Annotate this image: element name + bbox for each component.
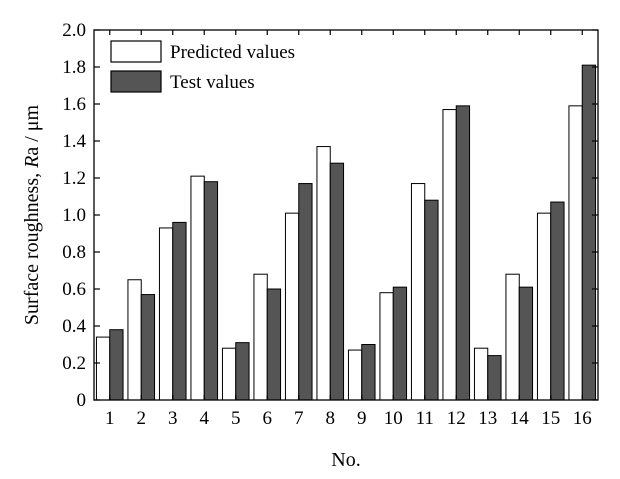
bar-test bbox=[361, 344, 376, 401]
y-tick-label: 1.8 bbox=[62, 57, 86, 78]
x-tick-label: 3 bbox=[168, 408, 178, 429]
x-tick-label: 7 bbox=[294, 408, 304, 429]
legend-swatch-predicted bbox=[110, 40, 162, 63]
y-axis-label-suffix: a / μm bbox=[21, 105, 43, 156]
bar-test bbox=[109, 329, 124, 401]
bar-predicted bbox=[316, 146, 331, 401]
bar-test bbox=[424, 199, 439, 401]
x-tick-label: 15 bbox=[541, 408, 560, 429]
bar-predicted bbox=[284, 212, 300, 401]
x-axis: 1 2 3 4 5 6 7 8 9 10 11 12 13 14 15 16 bbox=[105, 30, 592, 429]
x-tick-label: 5 bbox=[231, 408, 241, 429]
bar-test bbox=[172, 221, 187, 401]
x-tick-label: 12 bbox=[447, 408, 466, 429]
bar-predicted bbox=[410, 183, 426, 401]
x-tick-label: 6 bbox=[263, 408, 273, 429]
y-tick-label: 0.8 bbox=[62, 242, 86, 263]
legend-label-predicted: Predicted values bbox=[170, 42, 295, 63]
bar-predicted bbox=[253, 273, 268, 401]
bar-predicted bbox=[190, 175, 205, 401]
bar-predicted bbox=[568, 105, 583, 401]
y-tick-label: 0 bbox=[77, 390, 87, 411]
bar-test bbox=[550, 201, 565, 401]
bar-test bbox=[235, 342, 250, 401]
bar-predicted bbox=[95, 336, 111, 401]
y-axis-label-italic: R bbox=[21, 156, 43, 169]
bar-predicted bbox=[442, 109, 457, 401]
x-tick-label: 16 bbox=[573, 408, 592, 429]
y-tick-label: 1.0 bbox=[62, 205, 86, 226]
y-axis: 0 0.2 0.4 0.6 0.8 1.0 1.2 1.4 1.6 1.8 2.0 bbox=[62, 20, 598, 411]
y-tick-label: 1.6 bbox=[62, 94, 86, 115]
legend-label-test: Test values bbox=[170, 72, 255, 93]
legend: Predicted values Test values bbox=[110, 40, 295, 93]
bar-predicted bbox=[379, 292, 394, 401]
bar-test bbox=[581, 64, 597, 401]
y-tick-label: 2.0 bbox=[62, 20, 86, 41]
bar-predicted bbox=[505, 273, 520, 401]
bar-test bbox=[487, 355, 502, 401]
y-tick-label: 0.4 bbox=[62, 316, 86, 337]
bar-test bbox=[518, 286, 534, 401]
bar-predicted bbox=[473, 347, 489, 401]
x-tick-label: 13 bbox=[478, 408, 497, 429]
x-tick-label: 1 bbox=[105, 408, 115, 429]
x-tick-label: 10 bbox=[384, 408, 403, 429]
x-tick-label: 9 bbox=[357, 408, 367, 429]
bar-test bbox=[266, 288, 282, 401]
bar-predicted bbox=[158, 227, 174, 401]
y-tick-label: 0.6 bbox=[62, 279, 86, 300]
bar-test bbox=[329, 162, 345, 401]
y-tick-label: 1.2 bbox=[62, 168, 86, 189]
x-axis-label: No. bbox=[331, 449, 360, 471]
x-tick-label: 2 bbox=[137, 408, 147, 429]
x-tick-label: 8 bbox=[326, 408, 336, 429]
y-tick-label: 1.4 bbox=[62, 131, 86, 152]
bar-test bbox=[455, 105, 471, 401]
legend-swatch-test bbox=[110, 70, 162, 93]
bar-predicted bbox=[127, 279, 142, 401]
bar-test bbox=[140, 294, 156, 401]
x-tick-label: 11 bbox=[416, 408, 434, 429]
bar-test bbox=[203, 181, 219, 401]
bar-predicted bbox=[221, 347, 237, 401]
y-axis-label-prefix: Surface roughness, bbox=[21, 168, 43, 325]
x-tick-label: 14 bbox=[510, 408, 530, 429]
bar-test bbox=[298, 183, 313, 401]
bar-test bbox=[392, 286, 408, 401]
x-tick-label: 4 bbox=[200, 408, 210, 429]
bar-predicted bbox=[536, 212, 552, 401]
y-axis-label: Surface roughness, Ra / μm bbox=[21, 105, 43, 326]
bars-group bbox=[95, 64, 597, 401]
y-tick-label: 0.2 bbox=[62, 353, 86, 374]
bar-predicted bbox=[347, 349, 363, 401]
